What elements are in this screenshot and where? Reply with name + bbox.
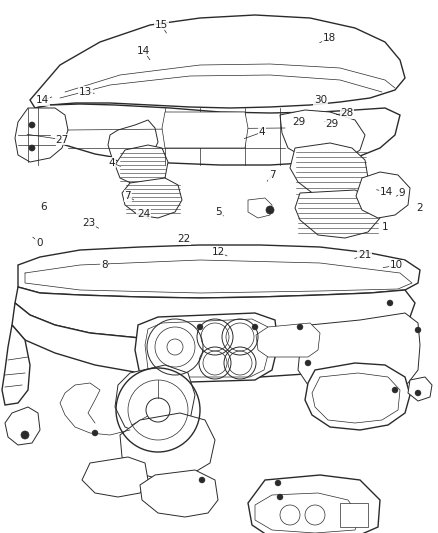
Text: 23: 23 (82, 218, 95, 228)
Text: 15: 15 (155, 20, 168, 29)
Circle shape (275, 480, 281, 486)
Polygon shape (255, 493, 360, 533)
Circle shape (305, 360, 311, 366)
Text: 6: 6 (40, 202, 47, 212)
Polygon shape (135, 313, 278, 383)
Text: 21: 21 (358, 250, 371, 260)
Polygon shape (248, 475, 380, 533)
Text: 14: 14 (380, 187, 393, 197)
Circle shape (29, 145, 35, 151)
Polygon shape (15, 108, 68, 162)
Text: 4: 4 (258, 127, 265, 137)
Text: 1: 1 (382, 222, 389, 231)
Polygon shape (82, 457, 148, 497)
Polygon shape (18, 245, 420, 298)
Text: 28: 28 (340, 108, 353, 118)
Text: 14: 14 (36, 95, 49, 105)
Polygon shape (12, 303, 418, 377)
Polygon shape (115, 145, 168, 185)
Polygon shape (145, 319, 270, 377)
Text: 4: 4 (108, 158, 115, 167)
Polygon shape (298, 313, 420, 397)
Circle shape (252, 324, 258, 330)
Text: 5: 5 (215, 207, 223, 217)
Polygon shape (340, 503, 368, 527)
Circle shape (266, 206, 274, 214)
Polygon shape (295, 190, 380, 238)
Text: 29: 29 (325, 119, 339, 128)
Polygon shape (15, 287, 415, 340)
Text: 8: 8 (101, 261, 108, 270)
Circle shape (199, 477, 205, 483)
Circle shape (277, 494, 283, 500)
Polygon shape (305, 363, 410, 430)
Polygon shape (108, 120, 158, 165)
Polygon shape (408, 377, 432, 401)
Text: 30: 30 (314, 95, 327, 105)
Polygon shape (290, 143, 368, 198)
Text: 0: 0 (36, 238, 42, 247)
Polygon shape (140, 470, 218, 517)
Text: 24: 24 (137, 209, 150, 219)
Circle shape (29, 122, 35, 128)
Text: 7: 7 (269, 170, 276, 180)
Circle shape (197, 324, 203, 330)
Text: 14: 14 (137, 46, 150, 55)
Polygon shape (122, 178, 182, 218)
Text: 29: 29 (292, 117, 305, 126)
Polygon shape (120, 413, 215, 480)
Circle shape (415, 327, 421, 333)
Polygon shape (280, 110, 365, 163)
Circle shape (297, 324, 303, 330)
Polygon shape (115, 365, 195, 435)
Text: 22: 22 (177, 234, 191, 244)
Polygon shape (30, 15, 405, 108)
Text: 9: 9 (399, 188, 406, 198)
Polygon shape (356, 172, 410, 218)
Text: 12: 12 (212, 247, 225, 256)
Polygon shape (248, 198, 272, 218)
Text: 7: 7 (124, 191, 131, 201)
Circle shape (21, 431, 29, 439)
Text: 2: 2 (416, 203, 423, 213)
Polygon shape (5, 407, 40, 445)
Polygon shape (162, 112, 248, 148)
Circle shape (415, 390, 421, 396)
Circle shape (387, 300, 393, 306)
Text: 27: 27 (56, 135, 69, 144)
Polygon shape (2, 325, 30, 405)
Circle shape (92, 430, 98, 436)
Text: 10: 10 (390, 261, 403, 270)
Polygon shape (28, 104, 400, 165)
Text: 13: 13 (79, 87, 92, 96)
Polygon shape (256, 323, 320, 357)
Circle shape (392, 387, 398, 393)
Text: 18: 18 (323, 34, 336, 43)
